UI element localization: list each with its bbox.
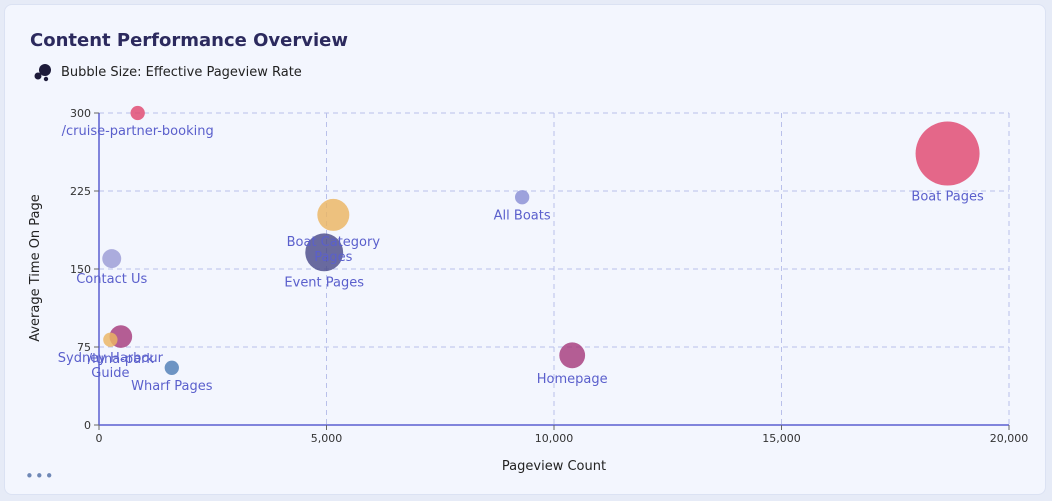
y-tick-label: 75 [77, 341, 91, 354]
point-label: Contact Us [76, 272, 147, 287]
bubble[interactable] [130, 105, 145, 121]
point-label: Boat Pages [911, 190, 984, 205]
bubbles [102, 105, 980, 375]
chart-title: Content Performance Overview [30, 30, 348, 51]
x-axis-title: Pageview Count [502, 459, 606, 474]
y-tick-label: 300 [70, 107, 91, 120]
point-label: /luna-park [88, 352, 155, 367]
x-tick-label: 0 [96, 432, 103, 445]
x-tick-label: 5,000 [311, 432, 343, 445]
x-tick-label: 10,000 [535, 432, 574, 445]
bubble[interactable] [514, 190, 530, 205]
point-label: Sydney Harbour Guide [58, 351, 164, 381]
point-labels: /cruise-partner-booking Boat Pages All Boa… [58, 124, 984, 394]
y-tick-label: 225 [70, 185, 91, 198]
chart-card: Content Performance Overview Bubble Size… [4, 4, 1046, 495]
point-label: Event Pages [284, 275, 364, 290]
x-tick-label: 20,000 [990, 432, 1029, 445]
x-tick-label: 15,000 [762, 432, 801, 445]
bubble[interactable] [317, 198, 350, 231]
bubbles-icon [34, 64, 51, 82]
bubble[interactable] [305, 233, 344, 272]
y-axis-title: Average Time On Page [28, 194, 43, 342]
bubble[interactable] [103, 332, 118, 347]
y-tick-label: 0 [84, 419, 91, 432]
legend-label: Bubble Size: Effective Pageview Rate [61, 64, 302, 80]
legend: Bubble Size: Effective Pageview Rate [33, 62, 302, 82]
bubble[interactable] [915, 121, 980, 186]
bubble[interactable] [559, 342, 586, 369]
y-tick-label: 150 [70, 263, 91, 276]
point-label: All Boats [494, 208, 551, 223]
bubble[interactable] [164, 360, 179, 375]
more-options-icon[interactable]: ••• [25, 467, 55, 485]
bubble[interactable] [102, 249, 122, 269]
point-label: Wharf Pages [131, 379, 213, 394]
point-label: Boat Category Pages [287, 235, 381, 265]
point-label: /cruise-partner-booking [62, 124, 214, 139]
point-label: Homepage [537, 372, 608, 387]
axes: 0 5,000 10,000 15,000 20,000 0 75 150 225 300 [70, 107, 1028, 445]
